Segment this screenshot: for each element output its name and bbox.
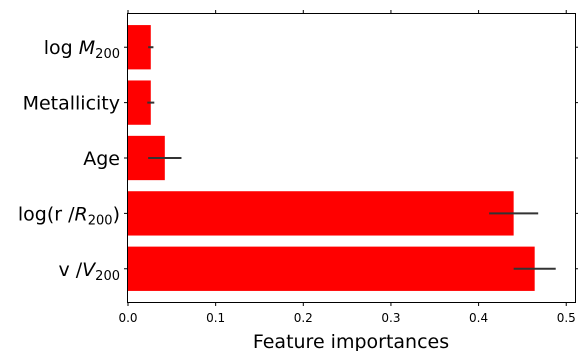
y-tick-label: Age: [83, 148, 120, 170]
x-tick-label: 0.1: [206, 311, 225, 325]
bars-layer: [128, 25, 535, 291]
x-tick-label: 0.4: [469, 311, 488, 325]
bar: [128, 80, 151, 125]
y-tick-label: Metallicity: [23, 93, 120, 115]
bar: [128, 25, 151, 70]
x-tick-label: 0.3: [381, 311, 400, 325]
x-tick-label: 0.5: [557, 311, 576, 325]
bar: [128, 191, 514, 236]
y-tick-label: log(r /R200): [18, 203, 120, 228]
error-bars-layer: [147, 46, 556, 270]
y-tick-label: log M200: [44, 37, 120, 62]
x-tick-label: 0.2: [294, 311, 313, 325]
y-tick-label: v /V200: [58, 259, 120, 284]
x-axis-label: Feature importances: [253, 331, 449, 351]
bar: [128, 246, 535, 291]
y-axis: log M200 Metallicity Age log(r /R200) v /V20…: [18, 37, 578, 284]
x-axis: 0.0 0.1 0.2 0.3 0.4 0.5: [118, 10, 576, 325]
x-tick-label: 0.0: [118, 311, 137, 325]
